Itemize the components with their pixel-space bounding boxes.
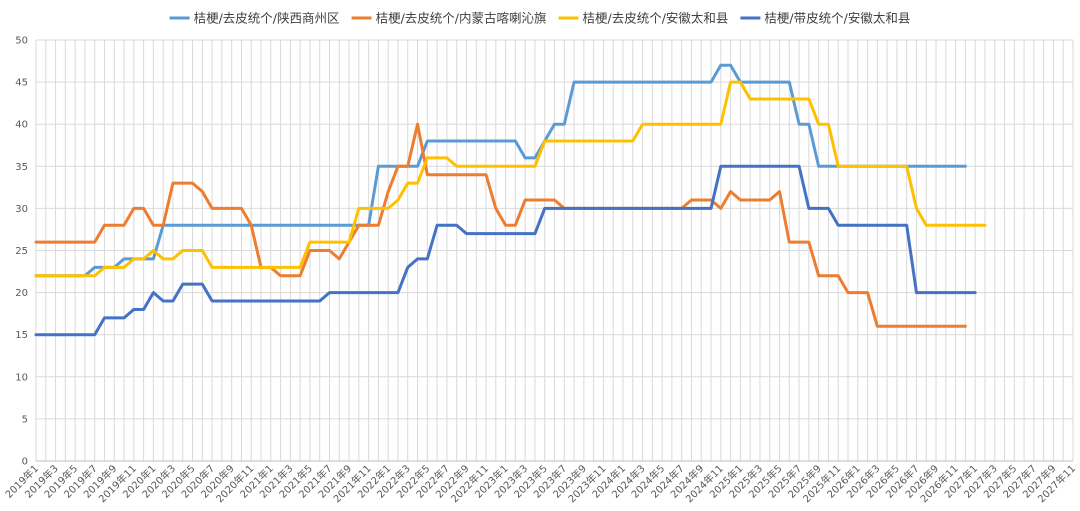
y-tick-label: 30: [15, 204, 28, 215]
legend-item-1: 桔梗/去皮统个/陕西商州区: [169, 11, 340, 26]
legend: 桔梗/去皮统个/陕西商州区 桔梗/去皮统个/内蒙古喀喇沁旗 桔梗/去皮统个/安徽太和…: [169, 11, 910, 26]
legend-item-3: 桔梗/去皮统个/安徽太和县: [558, 11, 729, 26]
series-line-2: [34, 122, 967, 328]
y-tick-label: 15: [15, 330, 28, 341]
legend-item-4: 桔梗/带皮统个/安徽太和县: [740, 11, 910, 26]
y-tick-label: 20: [15, 288, 28, 299]
y-tick-label: 50: [15, 36, 28, 47]
legend-label: 桔梗/去皮统个/内蒙古喀喇沁旗: [376, 11, 547, 26]
legend-label: 桔梗/去皮统个/安徽太和县: [583, 11, 729, 26]
legend-label: 桔梗/带皮统个/安徽太和县: [764, 11, 910, 26]
y-tick-label: 40: [15, 120, 28, 131]
series-line-3: [34, 80, 987, 278]
x-axis: 2019年12019年32019年52019年72019年92019年11202…: [2, 462, 1078, 505]
series-line-4: [34, 164, 977, 337]
y-tick-label: 5: [22, 414, 28, 425]
y-tick-label: 25: [15, 246, 28, 257]
y-axis: 0 5 10 15 20 25 30 35 40 45 50: [15, 36, 28, 468]
legend-item-2: 桔梗/去皮统个/内蒙古喀喇沁旗: [351, 11, 547, 26]
series-line-1: [34, 63, 967, 278]
series-layer: [34, 63, 987, 337]
y-tick-label: 0: [22, 457, 28, 468]
y-tick-label: 10: [15, 372, 28, 383]
y-tick-label: 45: [15, 78, 28, 89]
y-tick-label: 35: [15, 162, 28, 173]
legend-label: 桔梗/去皮统个/陕西商州区: [194, 11, 340, 26]
